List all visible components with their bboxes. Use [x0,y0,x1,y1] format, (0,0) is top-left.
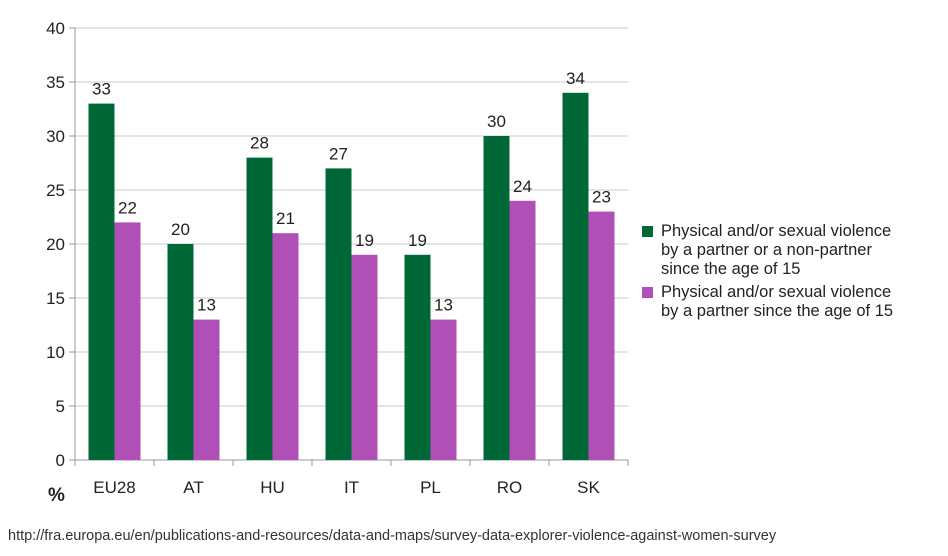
bar-partner-at [193,319,220,460]
y-tick-label: 40 [46,19,65,38]
data-label: 24 [513,177,532,196]
data-label: 23 [592,188,611,207]
legend-label-line: by a partner since the age of 15 [661,302,894,320]
bar-all-perpetrators-eu28 [88,103,115,460]
data-label: 21 [276,209,295,228]
data-label: 22 [118,198,137,217]
source-url[interactable]: http://fra.europa.eu/en/publications-and… [8,528,777,544]
bar-partner-eu28 [114,222,141,460]
x-tick-label: RO [497,478,523,497]
y-tick-label: 5 [56,397,65,416]
bar-chart: 0 5 10 15 20 25 30 35 40 EU28 33 22 AT 20 13 HU 28 21 IT 27… [46,19,629,506]
bar-all-perpetrators-hu [246,157,273,460]
y-tick-label: 35 [46,73,65,92]
data-label: 20 [171,220,190,239]
legend-swatch-green [642,226,653,237]
legend: Physical and/or sexual violence by a part… [642,222,942,325]
data-label: 28 [250,134,269,153]
y-tick-label: 25 [46,181,65,200]
y-tick-label: 10 [46,343,65,362]
data-label: 19 [408,231,427,250]
x-tick-label: SK [577,478,600,497]
labels: 0 5 10 15 20 25 30 35 40 EU28 33 22 AT 20 13 HU 28 21 IT 27… [46,19,611,497]
data-label: 33 [92,80,111,99]
legend-label: Physical and/or sexual violence by a part… [661,283,893,321]
bar-partner-pl [430,319,457,460]
data-label: 13 [197,296,216,315]
data-label: 13 [434,296,453,315]
y-axis-unit: % [48,485,65,506]
bar-all-perpetrators-sk [562,92,589,461]
bars [88,92,615,461]
legend-label-line: since the age of 15 [661,260,801,278]
data-label: 27 [329,144,348,163]
x-tick-label: IT [344,478,359,497]
y-tick-label: 0 [56,451,65,470]
bar-partner-ro [509,200,536,461]
bar-partner-hu [272,233,299,460]
legend-label-line: Physical and/or sexual violence [661,283,892,301]
data-label: 34 [566,69,585,88]
x-tick-label: HU [260,478,285,497]
x-tick-label: EU28 [93,478,136,497]
bar-all-perpetrators-pl [404,254,431,460]
legend-item-partner: Physical and/or sexual violence by a part… [642,283,942,321]
bar-partner-it [351,254,378,460]
legend-label: Physical and/or sexual violence by a part… [661,222,891,279]
y-tick-label: 15 [46,289,65,308]
data-label: 30 [487,112,506,131]
x-tick-label: PL [420,478,441,497]
bar-partner-sk [588,211,615,460]
legend-label-line: by a partner or a non-partner [661,241,872,259]
x-tick-label: AT [183,478,203,497]
bar-all-perpetrators-ro [483,136,510,460]
bar-all-perpetrators-at [167,244,194,460]
bar-all-perpetrators-it [325,168,352,460]
legend-swatch-purple [642,287,653,298]
y-tick-label: 30 [46,127,65,146]
data-label: 19 [355,231,374,250]
y-tick-label: 20 [46,235,65,254]
legend-label-line: Physical and/or sexual violence [661,222,892,240]
legend-item-all-perpetrators: Physical and/or sexual violence by a part… [642,222,942,279]
